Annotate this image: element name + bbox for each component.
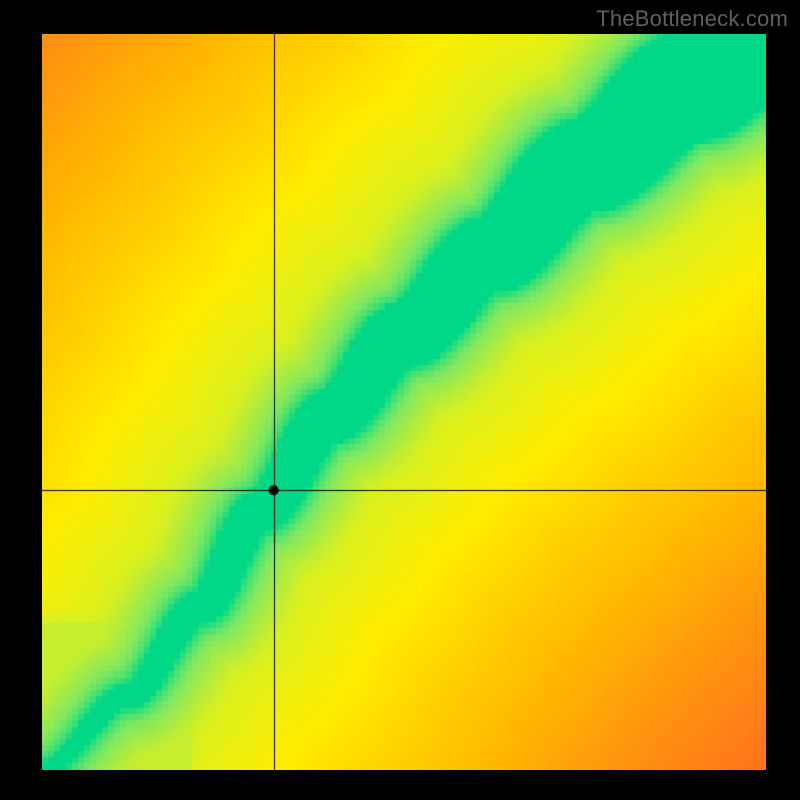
bottleneck-heatmap [42, 34, 766, 770]
chart-container: TheBottleneck.com [0, 0, 800, 800]
watermark-text: TheBottleneck.com [596, 6, 788, 32]
